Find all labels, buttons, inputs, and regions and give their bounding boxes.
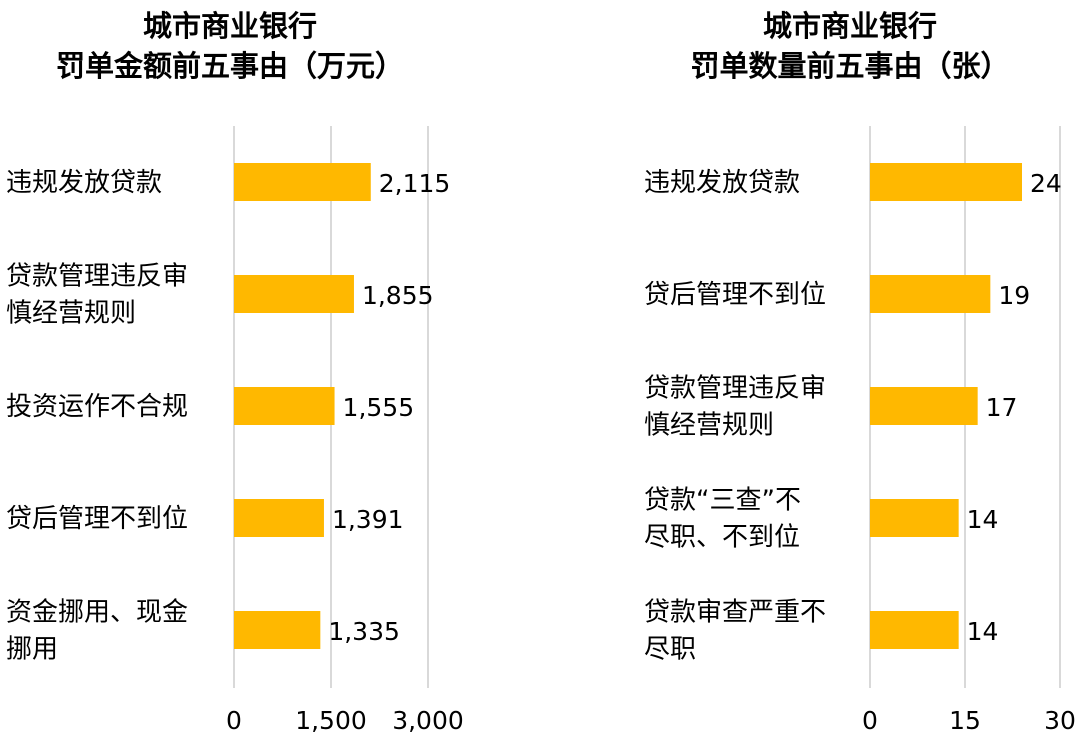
category-label: 投资运作不合规 bbox=[6, 392, 188, 422]
category-label: 尽职、不到位 bbox=[644, 523, 800, 553]
x-tick-label: 0 bbox=[226, 706, 242, 735]
bar bbox=[870, 387, 978, 425]
bar bbox=[870, 499, 959, 537]
x-tick-label: 0 bbox=[862, 706, 878, 735]
value-label: 1,335 bbox=[328, 617, 400, 646]
category-label: 贷款“三查”不 bbox=[644, 486, 801, 516]
category-label: 贷款管理违反审 bbox=[6, 262, 188, 292]
category-label: 资金挪用、现金 bbox=[6, 598, 188, 628]
x-tick-label: 3,000 bbox=[392, 706, 464, 735]
chart-title: 城市商业银行 罚单数量前五事由（张） bbox=[620, 6, 1080, 86]
value-label: 14 bbox=[967, 617, 999, 646]
category-label: 贷款管理违反审 bbox=[644, 374, 826, 404]
bar bbox=[870, 611, 959, 649]
category-label: 贷后管理不到位 bbox=[644, 280, 826, 310]
chart-title-line2: 罚单数量前五事由（张） bbox=[690, 49, 1010, 83]
value-label: 1,855 bbox=[362, 281, 434, 310]
value-label: 1,391 bbox=[332, 505, 404, 534]
category-label: 违规发放贷款 bbox=[644, 168, 800, 198]
bar bbox=[870, 275, 991, 313]
bar bbox=[234, 499, 324, 537]
category-label: 贷款审查严重不 bbox=[644, 598, 826, 628]
bar bbox=[234, 275, 354, 313]
chart-title: 城市商业银行 罚单金额前五事由（万元） bbox=[0, 6, 460, 86]
value-label: 17 bbox=[986, 393, 1018, 422]
chart-title-line2: 罚单金额前五事由（万元） bbox=[55, 49, 404, 83]
x-tick-label: 1,500 bbox=[295, 706, 367, 735]
x-tick-label: 30 bbox=[1044, 706, 1076, 735]
chart-left-fine-amount: 城市商业银行 罚单金额前五事由（万元） 0 1,500 3,000 2,115 违规发放… bbox=[0, 6, 464, 735]
value-label: 2,115 bbox=[379, 169, 451, 198]
value-label: 1,555 bbox=[343, 393, 415, 422]
category-label: 慎经营规则 bbox=[644, 411, 774, 441]
value-label: 24 bbox=[1030, 169, 1062, 198]
bar bbox=[870, 163, 1022, 201]
category-label: 尽职 bbox=[644, 635, 696, 665]
chart-title-line1: 城市商业银行 bbox=[762, 9, 937, 43]
category-label: 挪用 bbox=[6, 635, 58, 665]
x-tick-label: 15 bbox=[949, 706, 981, 735]
value-label: 19 bbox=[998, 281, 1030, 310]
category-label: 贷后管理不到位 bbox=[6, 504, 188, 534]
bar bbox=[234, 163, 371, 201]
value-label: 14 bbox=[967, 505, 999, 534]
chart-title-line1: 城市商业银行 bbox=[142, 9, 317, 43]
category-label: 违规发放贷款 bbox=[6, 168, 162, 198]
bar bbox=[234, 611, 321, 649]
bar bbox=[234, 387, 335, 425]
chart-right-fine-count: 城市商业银行 罚单数量前五事由（张） 0 15 30 24 违规发放贷款 19 贷后管理不到… bbox=[540, 0, 1080, 738]
category-label: 慎经营规则 bbox=[6, 299, 136, 329]
